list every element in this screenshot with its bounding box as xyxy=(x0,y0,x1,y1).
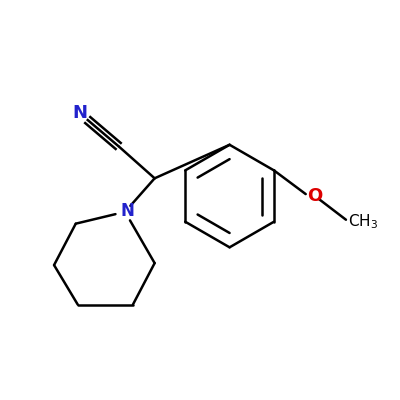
Text: O: O xyxy=(308,187,323,205)
Text: CH$_3$: CH$_3$ xyxy=(348,212,378,231)
Text: N: N xyxy=(72,104,87,122)
Text: N: N xyxy=(120,202,134,220)
